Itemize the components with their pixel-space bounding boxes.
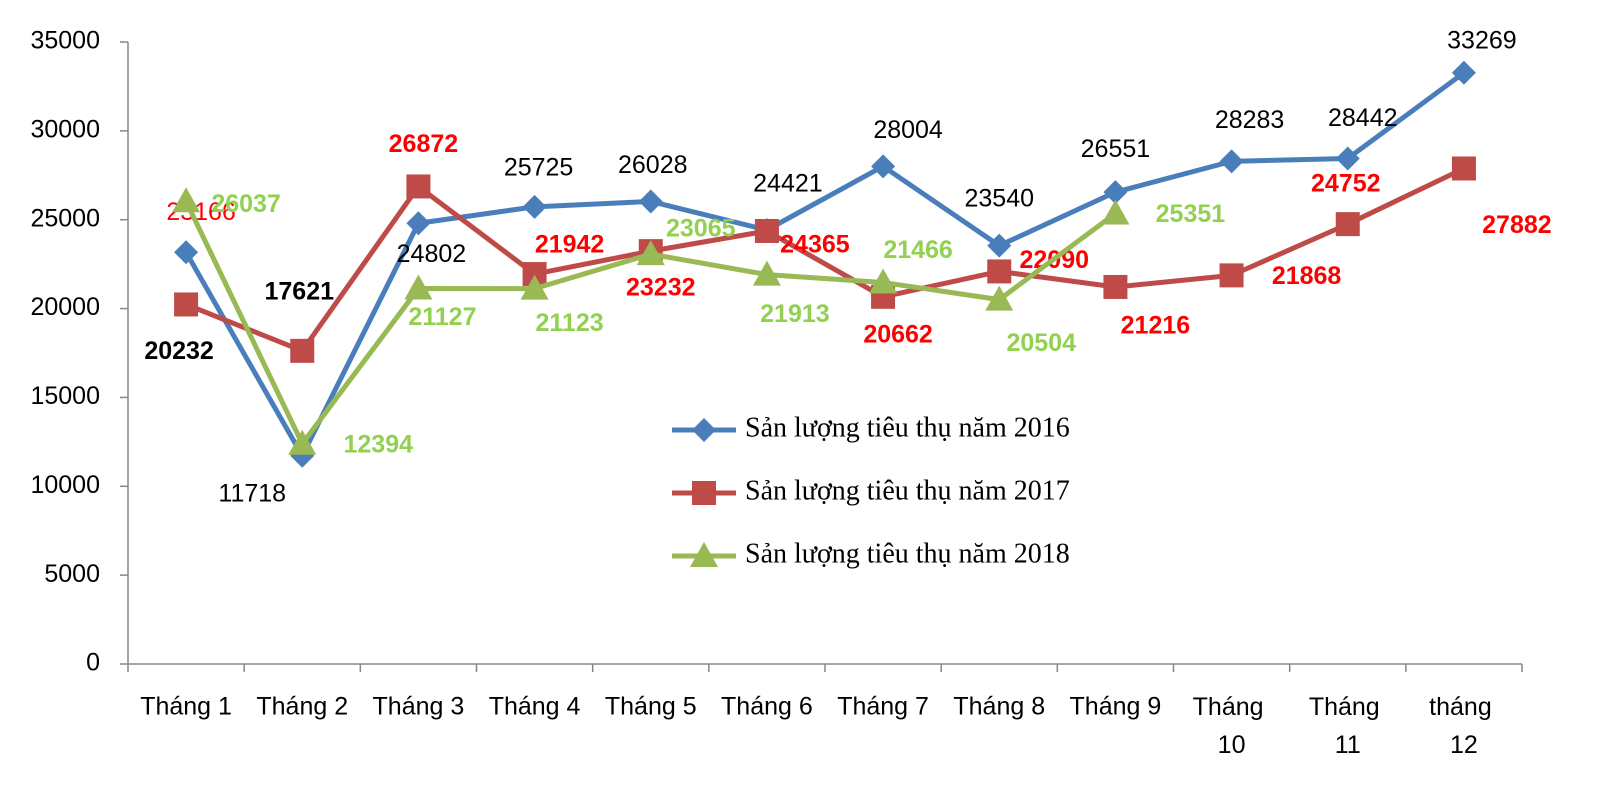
point-marker <box>1103 274 1128 299</box>
legend-label: Sản lượng tiêu thụ năm 2016 <box>745 412 1070 443</box>
point-marker <box>638 189 663 214</box>
y-tick-label: 10000 <box>30 471 100 499</box>
data-label: 25725 <box>504 153 574 181</box>
x-tick-label: Tháng 3 <box>373 693 465 721</box>
data-label: 26551 <box>1081 135 1151 163</box>
data-label: 26037 <box>211 190 281 218</box>
point-marker <box>1101 199 1130 225</box>
y-tick-label: 25000 <box>30 204 100 232</box>
point-marker <box>1451 156 1476 181</box>
legend-marker <box>692 481 716 505</box>
data-label: 28004 <box>873 116 943 144</box>
data-label: 24365 <box>780 231 850 259</box>
legend-marker <box>692 418 716 442</box>
data-label: 23540 <box>964 184 1034 212</box>
point-marker <box>522 194 547 219</box>
y-tick-label: 30000 <box>30 115 100 143</box>
y-tick-label: 0 <box>86 649 100 677</box>
data-label: 20232 <box>144 337 214 365</box>
data-label: 11718 <box>218 479 286 507</box>
x-tick-label-line: 11 <box>1335 731 1361 759</box>
x-tick-label: tháng 12 <box>1429 693 1499 759</box>
point-marker <box>985 285 1014 311</box>
data-label: 21466 <box>883 236 953 264</box>
data-label: 23232 <box>626 274 696 302</box>
point-marker <box>290 338 315 363</box>
x-tick-label-line: 10 <box>1218 731 1246 759</box>
y-tick-label: 15000 <box>30 382 100 410</box>
data-label: 21913 <box>760 300 830 328</box>
data-label: 20504 <box>1006 329 1076 357</box>
data-label: 21127 <box>408 303 476 331</box>
y-tick-label: 5000 <box>44 560 100 588</box>
x-tick-label: Tháng 8 <box>953 693 1045 721</box>
data-label: 27882 <box>1482 211 1552 239</box>
point-marker <box>406 174 431 199</box>
point-marker <box>754 218 779 243</box>
legend-marker <box>690 542 718 567</box>
data-label: 24752 <box>1311 170 1381 198</box>
x-tick-label-line: Tháng <box>1309 693 1387 721</box>
x-tick-label: Tháng 5 <box>605 693 697 721</box>
data-label: 21216 <box>1121 312 1191 340</box>
point-marker <box>520 274 549 300</box>
point-marker <box>636 240 665 266</box>
data-label: 26872 <box>389 130 459 158</box>
data-label: 28442 <box>1328 104 1398 132</box>
y-tick-label: 20000 <box>30 293 100 321</box>
x-tick-label-line: 12 <box>1450 731 1478 759</box>
data-label: 25351 <box>1156 200 1226 228</box>
x-tick-label: Tháng 2 <box>256 693 348 721</box>
x-tick-label: Tháng 9 <box>1070 693 1162 721</box>
x-tick-label: Tháng 1 <box>140 693 232 721</box>
point-marker <box>404 274 433 300</box>
data-label: 26028 <box>618 151 688 179</box>
data-label: 23065 <box>666 215 736 243</box>
point-marker <box>174 240 199 265</box>
x-tick-label-line: tháng <box>1429 693 1499 721</box>
data-label: 17621 <box>264 277 334 305</box>
point-marker <box>752 260 781 286</box>
point-marker <box>987 233 1012 258</box>
data-label: 21868 <box>1272 262 1342 290</box>
point-marker <box>1103 180 1128 205</box>
x-tick-label: Tháng 11 <box>1309 693 1387 759</box>
x-tick-label: Tháng 6 <box>721 693 813 721</box>
y-tick-label: 35000 <box>30 27 100 55</box>
point-marker <box>406 211 431 236</box>
point-marker <box>869 268 898 294</box>
series-line <box>183 70 1466 459</box>
data-label: 21123 <box>536 309 604 337</box>
point-marker <box>1451 60 1476 85</box>
x-tick-label-line: Tháng <box>1193 693 1271 721</box>
data-label: 12394 <box>343 430 413 458</box>
point-marker <box>871 154 896 179</box>
data-label: 33269 <box>1447 26 1517 54</box>
point-marker <box>1219 263 1244 288</box>
point-marker <box>1219 149 1244 174</box>
legend-label: Sản lượng tiêu thụ năm 2017 <box>745 475 1070 506</box>
x-tick-label: Tháng 4 <box>489 693 581 721</box>
data-label: 28283 <box>1215 106 1285 134</box>
point-marker <box>288 429 317 455</box>
legend-label: Sản lượng tiêu thụ năm 2018 <box>745 538 1070 569</box>
point-marker <box>1335 212 1360 237</box>
data-label: 21942 <box>535 231 605 259</box>
point-marker <box>174 292 199 317</box>
series-line <box>185 166 1465 354</box>
data-label: 24802 <box>397 240 467 268</box>
data-label: 20662 <box>863 320 933 348</box>
point-marker <box>172 187 201 213</box>
data-label: 24421 <box>753 170 823 198</box>
point-marker <box>1335 146 1360 171</box>
x-tick-label: Tháng 7 <box>837 693 929 721</box>
point-marker <box>987 259 1012 284</box>
x-tick-label: Tháng 10 <box>1193 693 1271 759</box>
